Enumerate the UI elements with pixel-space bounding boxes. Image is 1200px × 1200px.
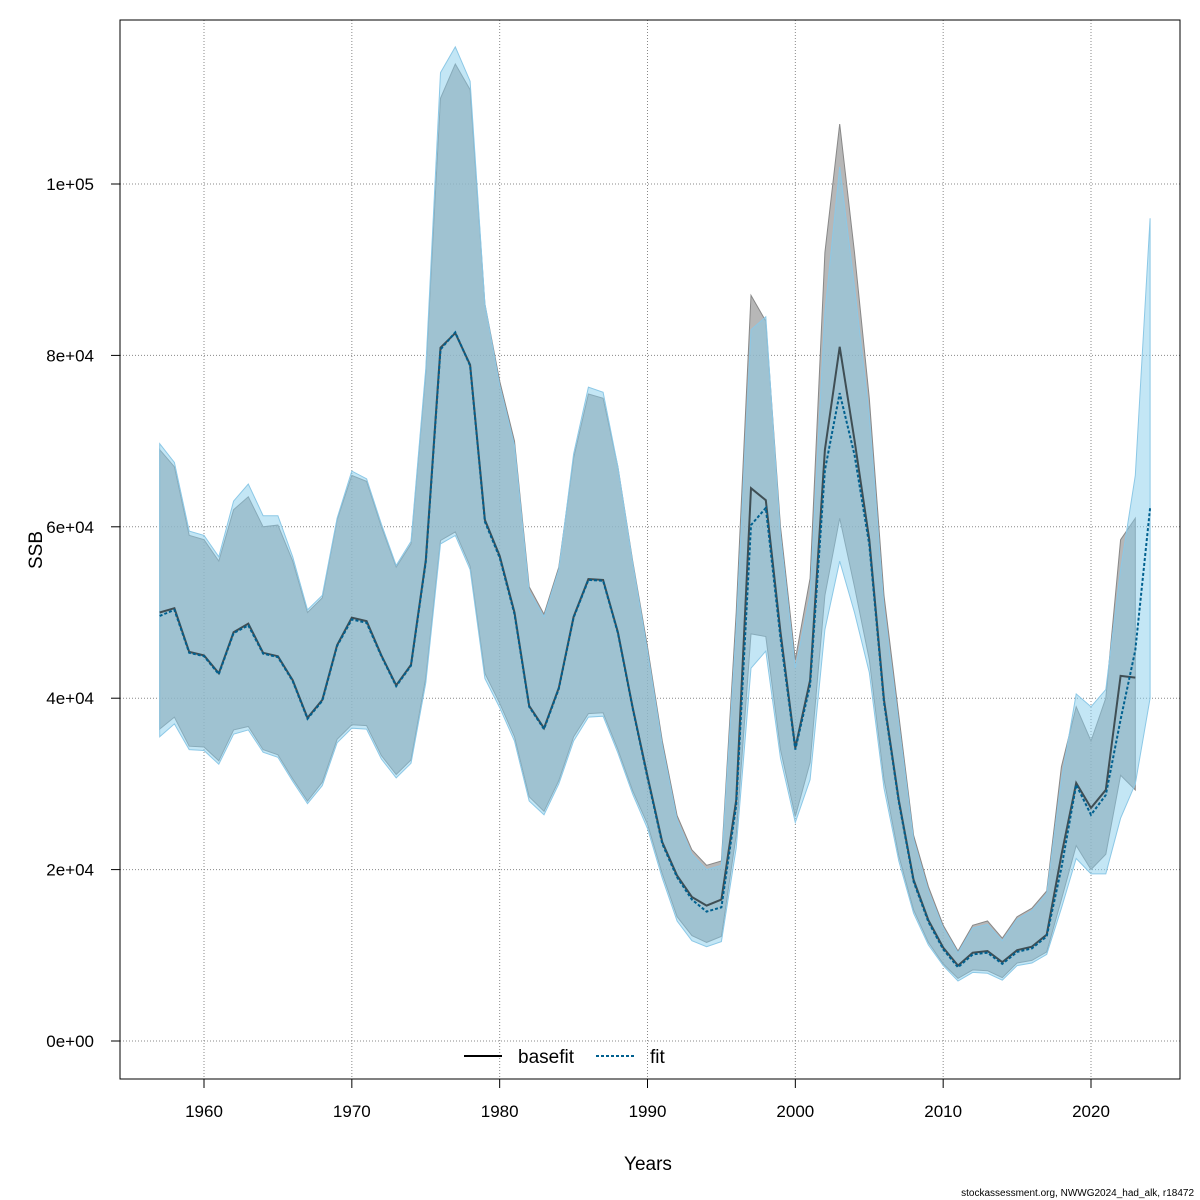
x-tick-label: 2020 [1072,1102,1110,1121]
y-axis-label: SSB [26,531,47,569]
y-axis: 0e+00 2e+04 4e+04 6e+04 8e+04 1e+05 [46,175,120,1051]
x-tick-label: 1980 [481,1102,519,1121]
x-tick-label: 1990 [629,1102,667,1121]
x-tick-label: 2000 [776,1102,814,1121]
y-tick-label: 0e+00 [46,1032,94,1051]
legend-label-fit: fit [650,1047,666,1068]
confidence-bands [159,45,1151,982]
x-tick-label: 2010 [924,1102,962,1121]
series-lines [159,330,1152,969]
x-tick-label: 1970 [333,1102,371,1121]
band-fit [159,45,1151,982]
legend-label-basefit: basefit [518,1047,575,1068]
line-fit [159,330,1152,969]
legend: basefit fit [464,1047,666,1068]
x-tick-label: 1960 [185,1102,223,1121]
x-axis-label: Years [624,1154,672,1175]
y-tick-label: 8e+04 [46,346,94,365]
y-tick-label: 6e+04 [46,518,94,537]
footer-credit: stockassessment.org, NWWG2024_had_alk, r… [961,1188,1194,1199]
x-axis: 1960 1970 1980 1990 2000 2010 2020 [185,1078,1110,1121]
line-basefit [159,331,1136,968]
y-tick-label: 2e+04 [46,861,94,880]
y-tick-label: 4e+04 [46,689,94,708]
grid [120,20,1180,1079]
y-tick-label: 1e+05 [46,175,94,194]
